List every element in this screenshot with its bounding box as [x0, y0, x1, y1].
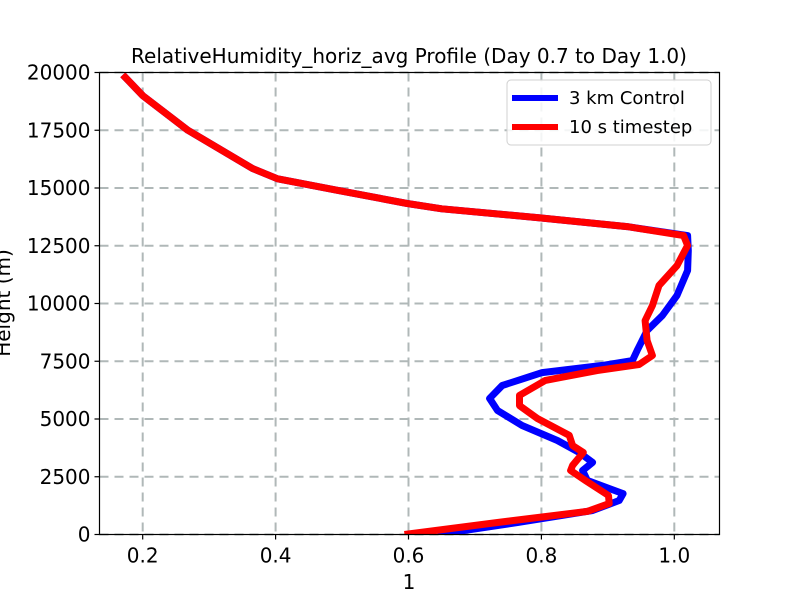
x-tick-label: 0.6: [393, 544, 425, 568]
y-tick-label: 17500: [27, 118, 91, 142]
y-tick-label: 20000: [27, 61, 91, 85]
legend: 3 km Control 10 s timestep: [506, 79, 712, 146]
y-tick-label: 5000: [40, 407, 91, 431]
x-tick-label: 0.2: [127, 544, 159, 568]
x-tick-label: 0.8: [526, 544, 558, 568]
x-axis-ticks: 0.2 0.4 0.6 0.8 1.0: [127, 534, 690, 568]
y-tick-label: 0: [78, 523, 91, 547]
y-tick-label: 12500: [27, 234, 91, 258]
y-tick-label: 2500: [40, 465, 91, 489]
y-tick-label: 15000: [27, 176, 91, 200]
legend-label-control: 3 km Control: [569, 88, 685, 109]
x-axis-label: 1: [403, 570, 416, 594]
legend-label-timestep: 10 s timestep: [569, 117, 692, 138]
y-tick-label: 10000: [27, 292, 91, 316]
series-line-1: [120, 72, 692, 535]
y-axis-ticks: 0 2500 5000 7500 10000 12500 15000 17500 20000: [27, 61, 100, 547]
x-tick-label: 1.0: [658, 544, 690, 568]
x-tick-label: 0.4: [260, 544, 292, 568]
y-axis-label: Height (m): [0, 249, 15, 357]
chart-title: RelativeHumidity_horiz_avg Profile (Day …: [131, 44, 687, 68]
y-tick-label: 7500: [40, 349, 91, 373]
data-series: [120, 72, 692, 535]
